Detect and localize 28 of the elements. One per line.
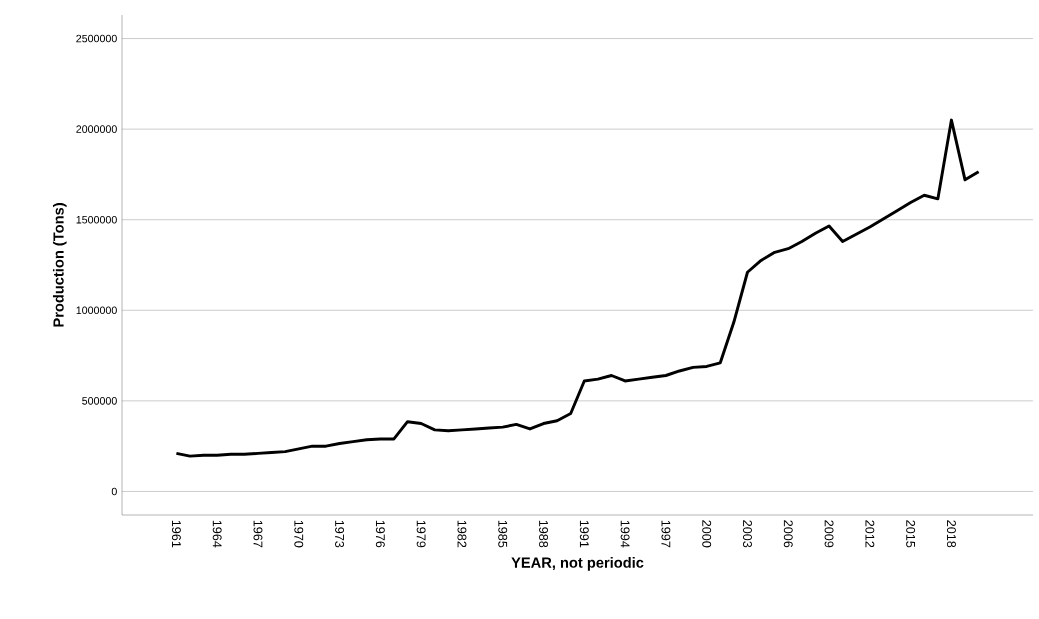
x-tick-label: 1994 — [620, 520, 630, 548]
x-tick-label: 1988 — [539, 520, 548, 548]
x-tick-label: 1973 — [335, 520, 345, 548]
x-tick-label: 2006 — [783, 520, 793, 548]
x-tick-label: 2018 — [946, 520, 956, 548]
y-axis-title: Production (Tons) — [52, 203, 67, 327]
x-tick-label: 1985 — [498, 520, 508, 548]
y-tick-label: 0 — [111, 487, 117, 496]
y-tick-label: 500000 — [82, 397, 117, 405]
x-tick-label: 2015 — [906, 520, 916, 548]
x-tick-label: 1976 — [375, 520, 385, 548]
x-tick-label: 1967 — [253, 520, 263, 548]
x-tick-label: 2012 — [865, 520, 875, 548]
x-tick-label: 1997 — [661, 520, 671, 548]
x-axis-title: YEAR, not periodic — [511, 557, 644, 571]
x-tick-label: 2000 — [702, 520, 712, 548]
x-tick-label: 2009 — [824, 520, 834, 548]
x-tick-label: 1982 — [457, 520, 467, 548]
x-tick-label: 1979 — [416, 520, 426, 548]
x-tick-label: 1961 — [171, 520, 181, 548]
y-tick-label: 2500000 — [76, 34, 117, 43]
y-tick-label: 1500000 — [76, 215, 117, 224]
x-tick-label: 1991 — [579, 520, 589, 548]
x-tick-label: 2003 — [742, 520, 752, 548]
y-tick-label: 2000000 — [76, 125, 117, 133]
y-tick-label: 1000000 — [76, 306, 117, 315]
x-tick-label: 1964 — [212, 520, 222, 548]
x-tick-label: 1970 — [294, 520, 304, 548]
